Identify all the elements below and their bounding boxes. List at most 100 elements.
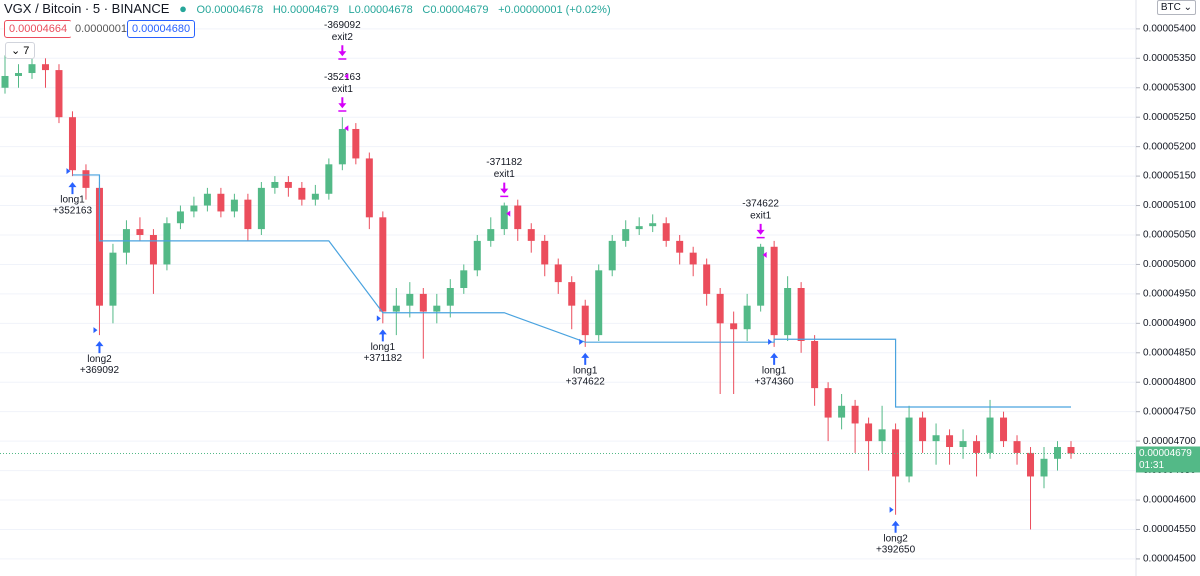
candle-body (230, 199, 238, 212)
signal-label: long1 (762, 366, 787, 377)
long-arrow (95, 341, 104, 354)
candle-body (932, 435, 940, 442)
candle-body (608, 240, 616, 271)
signal-amount: +374622 (566, 377, 606, 388)
exit-triangle (762, 251, 767, 258)
open: O0.00004678 (196, 4, 264, 16)
y-tick-label: 0.00004800 (1143, 377, 1196, 388)
y-tick-label: 0.00004750 (1143, 406, 1196, 417)
candle-body (757, 246, 765, 306)
candle-body (1054, 447, 1062, 459)
long-triangle (889, 506, 894, 513)
signal-label: long2 (883, 533, 908, 544)
y-tick-label: 0.00004900 (1143, 318, 1196, 329)
candle-body (41, 64, 49, 71)
candle-body (149, 234, 157, 265)
signal: long1+371182 (364, 315, 403, 364)
candle-body (595, 270, 603, 336)
candle-body (352, 128, 360, 159)
candle-body (271, 181, 279, 188)
candle-body (1067, 447, 1075, 454)
y-tick-label: 0.00005100 (1143, 200, 1196, 211)
signal-label: long1 (573, 366, 598, 377)
candle-body (568, 282, 576, 306)
long-triangle (66, 168, 71, 175)
exit-triangle (506, 210, 511, 217)
exit-arrow (338, 45, 347, 60)
candle-body (824, 388, 832, 418)
long-triangle (768, 338, 773, 345)
signal-amount: +374360 (755, 377, 795, 388)
y-tick-label: 0.00005200 (1143, 141, 1196, 152)
position-line (72, 174, 1071, 408)
long-arrow (770, 352, 779, 365)
candle-body (784, 288, 792, 336)
candle-body (676, 240, 684, 253)
candle-body (257, 187, 265, 230)
sell-price[interactable]: 0.00004664 (4, 20, 73, 38)
candle-body (82, 170, 90, 188)
signal: long2+369092 (80, 327, 120, 376)
candle-body (14, 73, 22, 76)
indicators-toggle[interactable]: ⌄ 7 (5, 42, 36, 59)
candle-body (838, 405, 846, 418)
signal: long1+374622 (566, 338, 606, 388)
candle-body (554, 264, 562, 283)
countdown: 01:31 (1139, 460, 1164, 471)
candle-body (622, 229, 630, 241)
signal-amount: +369092 (80, 365, 120, 376)
signal-amount: +392650 (876, 544, 916, 555)
y-tick-label: 0.00004600 (1143, 495, 1196, 506)
candle-body (649, 223, 657, 227)
y-tick-label: 0.00005400 (1143, 23, 1196, 34)
signal-label: exit2 (332, 32, 354, 43)
currency-select[interactable]: BTC ⌄ (1156, 0, 1196, 15)
y-tick-label: 0.00005300 (1143, 82, 1196, 93)
signal-label: long2 (87, 354, 112, 365)
candle-body (460, 270, 468, 288)
candle-body (905, 417, 913, 477)
symbol[interactable]: VGX / Bitcoin · 5 · BINANCE (4, 1, 170, 16)
candle-body (878, 429, 886, 442)
signal-amount: +352163 (53, 206, 93, 217)
candle-body (1, 75, 9, 88)
candle-body (1000, 417, 1008, 442)
candle-body (635, 226, 643, 230)
candle-body (365, 158, 373, 218)
candle-body (527, 229, 535, 241)
candle-body (55, 70, 63, 118)
candle-body (919, 417, 927, 442)
exit-arrow (338, 97, 347, 112)
candle-body (689, 252, 697, 265)
signal-label: long1 (371, 342, 396, 353)
y-tick-label: 0.00005350 (1143, 53, 1196, 64)
buy-price[interactable]: 0.00004680 (127, 20, 196, 38)
signal: exit1-352163 (324, 72, 361, 132)
candle-body (338, 128, 346, 165)
candle-body (203, 193, 211, 206)
candle-body (1027, 452, 1035, 477)
candle-body (325, 164, 333, 194)
candle-body (892, 429, 900, 477)
signal-amount: -374622 (742, 198, 779, 209)
candle-body (730, 323, 738, 330)
signal: long2+392650 (876, 506, 916, 555)
signal: exit2-369092 (324, 20, 361, 80)
signal-amount: -369092 (324, 20, 361, 31)
candle-body (581, 305, 589, 336)
candle-body (865, 423, 873, 442)
signal: exit1-371182 (486, 157, 523, 217)
candle-body (851, 405, 859, 424)
candle-body (28, 64, 36, 74)
signal-amount: +371182 (364, 353, 403, 364)
y-tick-label: 0.00004500 (1143, 554, 1196, 565)
candle-body (68, 117, 76, 171)
candle-body (662, 223, 670, 241)
candle-body (770, 246, 778, 336)
signal-label: exit1 (494, 169, 516, 180)
candle-body (95, 187, 103, 306)
candle-body (217, 193, 225, 212)
candle-body (446, 288, 454, 306)
long-triangle (93, 327, 98, 334)
